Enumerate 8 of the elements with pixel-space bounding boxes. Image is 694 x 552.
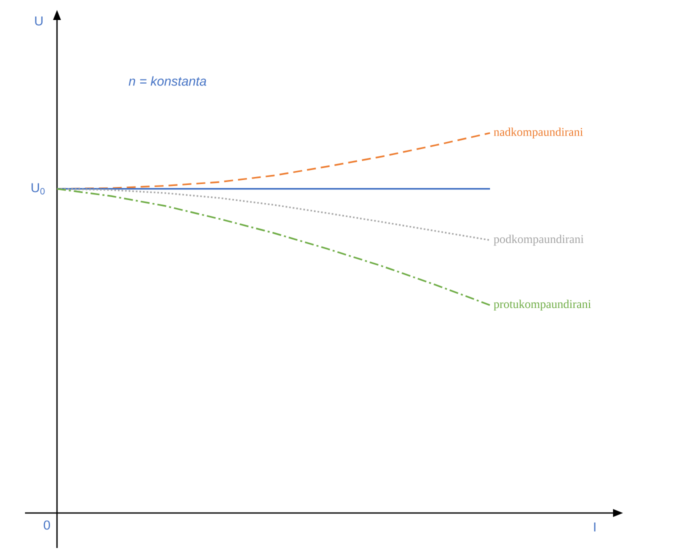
series-label: podkompaundirani — [494, 234, 584, 246]
series-label: protukompaundirani — [494, 300, 591, 311]
text: I — [594, 522, 596, 532]
text: 0 — [44, 520, 50, 530]
text: U — [35, 16, 43, 26]
text: n = konstanta — [128, 76, 206, 86]
series-label: nadkompaundirani — [494, 128, 583, 138]
text: U$_{0}$ — [32, 183, 45, 194]
